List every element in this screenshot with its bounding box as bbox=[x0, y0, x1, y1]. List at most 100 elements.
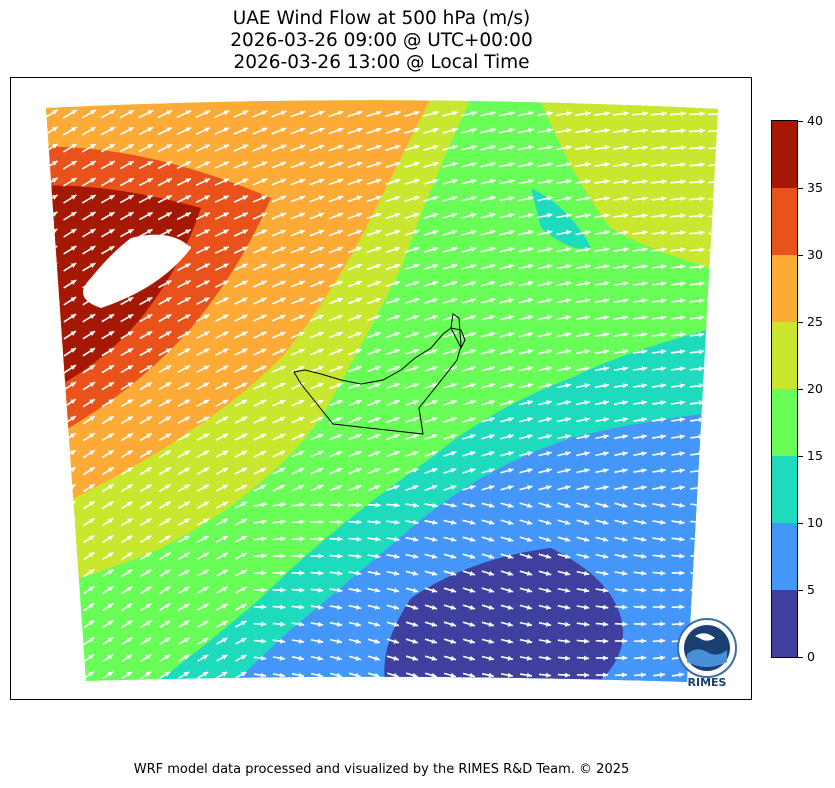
wind-arrow-head bbox=[223, 280, 229, 286]
wind-arrow-head bbox=[241, 331, 248, 337]
wind-arrow-head bbox=[585, 196, 591, 201]
wind-arrow-head bbox=[242, 314, 248, 320]
wind-arrow-head bbox=[146, 484, 152, 490]
wind-arrow-head bbox=[108, 467, 114, 473]
wind-arrow-head bbox=[108, 450, 114, 456]
wind-arrow-head bbox=[661, 179, 667, 185]
wind-arrow-head bbox=[337, 382, 343, 388]
wind-arrow bbox=[46, 347, 58, 357]
wind-arrow-head bbox=[698, 485, 704, 491]
wind-arrow-head bbox=[299, 144, 306, 150]
wind-arrow-head bbox=[679, 417, 685, 423]
wind-arrow-head bbox=[393, 587, 400, 593]
wind-arrow-head bbox=[527, 400, 533, 405]
wind-speed-field bbox=[46, 100, 724, 682]
wind-arrow-head bbox=[165, 314, 172, 320]
wind-arrow-head bbox=[641, 621, 647, 627]
wind-arrow-head bbox=[203, 331, 210, 337]
wind-arrow-head bbox=[450, 571, 457, 576]
wind-arrow-head bbox=[394, 178, 401, 184]
wind-arrow-head bbox=[679, 570, 685, 576]
wind-arrow-head bbox=[679, 366, 685, 372]
wind-arrow-head bbox=[260, 433, 267, 439]
wind-arrow-head bbox=[393, 638, 399, 644]
wind-arrow-head bbox=[547, 213, 553, 218]
wind-arrow-head bbox=[642, 264, 648, 270]
wind-arrow-head bbox=[565, 485, 571, 490]
wind-arrow-head bbox=[69, 535, 76, 541]
wind-arrow-head bbox=[89, 365, 95, 370]
wind-arrow-head bbox=[69, 654, 75, 660]
wind-arrow-head bbox=[107, 620, 114, 626]
wind-arrow-head bbox=[393, 604, 400, 610]
wind-arrow-head bbox=[489, 451, 495, 456]
wind-arrow-head bbox=[318, 246, 324, 252]
wind-arrow-head bbox=[147, 127, 153, 132]
wind-arrow-head bbox=[70, 212, 77, 217]
wind-arrow-head bbox=[71, 195, 77, 200]
wind-arrow-head bbox=[374, 587, 381, 593]
wind-arrow-head bbox=[337, 297, 343, 303]
wind-arrow-head bbox=[223, 110, 230, 116]
wind-arrow-head bbox=[166, 110, 173, 115]
wind-arrow-head bbox=[414, 144, 420, 150]
wind-arrow-head bbox=[70, 297, 77, 302]
wind-arrow-head bbox=[490, 110, 496, 116]
wind-arrow-head bbox=[375, 314, 381, 320]
wind-arrow-head bbox=[412, 639, 418, 644]
wind-arrow-head bbox=[641, 502, 647, 508]
wind-arrow-head bbox=[623, 145, 629, 151]
wind-arrow-head bbox=[719, 162, 724, 167]
wind-arrow-head bbox=[280, 604, 286, 610]
wind-arrow-head bbox=[337, 587, 343, 593]
wind-arrow-head bbox=[166, 229, 172, 234]
wind-arrow-head bbox=[450, 672, 456, 678]
wind-arrow-head bbox=[128, 110, 134, 115]
wind-arrow-head bbox=[451, 212, 458, 218]
wind-arrow-head bbox=[279, 399, 286, 405]
wind-arrow-head bbox=[183, 620, 190, 626]
wind-arrow-head bbox=[375, 536, 381, 542]
wind-arrow-head bbox=[622, 383, 628, 389]
wind-arrow-head bbox=[374, 485, 381, 490]
wind-arrow-head bbox=[337, 519, 343, 525]
wind-arrow-head bbox=[641, 536, 647, 542]
wind-arrow-head bbox=[223, 263, 229, 269]
wind-arrow-head bbox=[279, 416, 286, 422]
colorbar-tick bbox=[798, 523, 803, 524]
wind-arrow-head bbox=[452, 161, 458, 167]
wind-arrow-head bbox=[641, 298, 648, 304]
wind-arrow-head bbox=[679, 621, 685, 627]
wind-arrow-head bbox=[375, 144, 382, 150]
wind-arrow-head bbox=[584, 366, 590, 371]
wind-arrow-head bbox=[108, 382, 114, 388]
wind-arrow-head bbox=[165, 348, 172, 354]
wind-arrow-head bbox=[451, 417, 457, 422]
wind-arrow-head bbox=[164, 654, 171, 660]
wind-arrow-head bbox=[128, 178, 134, 183]
wind-arrow-head bbox=[127, 297, 134, 302]
wind-arrow bbox=[64, 670, 76, 680]
wind-arrow-head bbox=[222, 331, 229, 337]
wind-arrow-head bbox=[641, 383, 647, 389]
wind-arrow bbox=[46, 483, 57, 493]
wind-arrow-head bbox=[412, 434, 419, 439]
wind-arrow-head bbox=[88, 518, 95, 524]
wind-arrow-head bbox=[642, 230, 648, 236]
wind-arrow-head bbox=[678, 672, 684, 678]
wind-arrow-head bbox=[717, 485, 718, 491]
wind-arrow-head bbox=[337, 280, 343, 286]
wind-arrow-head bbox=[52, 160, 58, 166]
wind-arrow-head bbox=[299, 536, 305, 542]
wind-arrow-head bbox=[488, 672, 494, 678]
wind-arrow-head bbox=[298, 416, 305, 422]
wind-arrow-head bbox=[280, 195, 287, 201]
wind-arrow-head bbox=[488, 605, 494, 610]
wind-arrow-head bbox=[299, 502, 305, 508]
wind-arrow-head bbox=[317, 621, 324, 627]
wind-arrow-head bbox=[394, 314, 400, 320]
wind-arrow-head bbox=[565, 366, 571, 371]
wind-arrow-head bbox=[507, 655, 513, 661]
wind-arrow-head bbox=[508, 366, 514, 371]
wind-arrow-head bbox=[412, 605, 419, 610]
